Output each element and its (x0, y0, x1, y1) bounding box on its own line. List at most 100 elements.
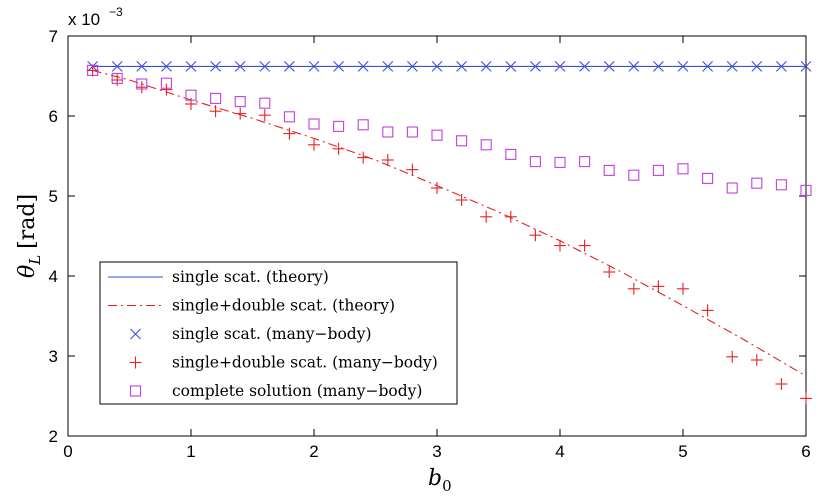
series-4-point (579, 156, 591, 168)
series-3-point (111, 74, 124, 86)
series-4-point (382, 126, 394, 138)
series-2-point (333, 61, 344, 72)
series-3-point (677, 282, 689, 295)
series-4-point (677, 163, 689, 175)
y-axis-title-sub: L (26, 255, 44, 266)
series-2-point (677, 61, 689, 72)
series-4-point (357, 119, 369, 131)
series-3-point (554, 239, 566, 252)
legend: single scat. (theory) single+double scat.… (99, 261, 458, 405)
series-4-point (308, 118, 320, 130)
series-2-point (480, 61, 492, 72)
y-axis-title: θL [rad] (15, 194, 44, 278)
x-tick-label: 1 (186, 442, 195, 461)
series-3-point (652, 280, 665, 293)
y-exponent-label: x 10 (68, 10, 100, 29)
legend-swatch-4 (129, 385, 142, 397)
x-tick-label: 4 (555, 442, 564, 461)
series-2-point (579, 61, 590, 72)
series-3-point (627, 282, 640, 295)
series-2-point (530, 61, 541, 72)
series-3-point (775, 378, 788, 390)
series-4-point (652, 164, 664, 176)
series-4-point (800, 184, 812, 196)
series-3-point (209, 105, 222, 118)
x-axis-title-main: b (428, 466, 442, 491)
series-2-point (111, 61, 123, 72)
series-2-point (284, 61, 295, 72)
series-3-point (529, 229, 542, 242)
series-4-point (259, 97, 271, 109)
series-2-point (726, 61, 738, 72)
series-3-point (283, 127, 296, 140)
series-4-point (234, 96, 246, 108)
series-4-point (136, 78, 148, 90)
legend-label-3: single+double scat. (many−body) (172, 354, 438, 372)
series-3-point (135, 81, 148, 94)
series-2-point (456, 61, 467, 72)
series-2-point (653, 61, 664, 72)
series-3-point (258, 109, 271, 122)
series-3-point (332, 142, 345, 155)
legend-label-0: single scat. (theory) (172, 268, 329, 286)
y-exponent-power: −3 (109, 5, 123, 19)
y-tick-label: 7 (49, 27, 58, 46)
series-2-point (382, 61, 394, 72)
series-2-point (751, 61, 763, 72)
series-3-point (480, 210, 493, 223)
series-2-point (259, 61, 271, 72)
series-3-point (381, 154, 394, 166)
x-axis-title: b0 (428, 466, 452, 495)
series-layer (86, 61, 812, 405)
series-4-point (210, 92, 222, 104)
series-3-point (750, 354, 763, 366)
x-tick-label: 0 (63, 442, 72, 461)
series-3-point (800, 392, 812, 405)
series-4-point (406, 126, 418, 138)
series-4-point (333, 120, 345, 132)
series-4-point (554, 156, 566, 168)
series-2-point (505, 61, 517, 72)
legend-label-2: single scat. (many−body) (172, 325, 372, 343)
series-2-point (308, 61, 320, 72)
series-3-point (578, 239, 591, 252)
series-3-point (357, 151, 370, 164)
series-3-point (431, 182, 443, 194)
series-3-point (455, 194, 468, 206)
series-2-point (800, 61, 812, 72)
series-2-point (234, 61, 246, 72)
legend-label-4: complete solution (many−body) (172, 382, 422, 400)
y-tick-label: 3 (49, 347, 58, 366)
series-4-point (456, 135, 468, 147)
y-tick-label: 2 (49, 427, 58, 446)
x-axis-title-sub: 0 (442, 477, 452, 495)
x-tick-label: 6 (801, 442, 810, 461)
series-4-point (751, 177, 763, 189)
series-2-point (431, 61, 443, 72)
series-4-point (702, 172, 714, 184)
y-tick-label: 4 (49, 267, 58, 286)
series-2-point (702, 61, 713, 72)
series-4-point (628, 169, 640, 181)
series-4-point (111, 72, 123, 84)
y-axis-title-unit: [rad] (15, 194, 40, 249)
series-4-point (480, 139, 492, 151)
series-3-point (701, 304, 714, 317)
series-4-point (529, 156, 541, 168)
series-3-point (504, 210, 517, 223)
series-2-point (628, 61, 640, 72)
axis-ticks: 0 1 2 3 4 5 6 2 3 4 5 6 7 (49, 27, 811, 461)
series-2-point (603, 61, 615, 72)
series-3-point (234, 107, 247, 120)
legend-swatch-3 (129, 356, 142, 369)
y-axis-title-main: θ (15, 265, 40, 278)
legend-label-1: single+double scat. (theory) (172, 297, 395, 315)
series-4-point (775, 179, 787, 191)
series-2-point (136, 61, 148, 72)
legend-swatch-2 (130, 328, 141, 340)
series-4-point (185, 89, 197, 101)
series-2-point (210, 61, 221, 72)
series-3-point (86, 64, 99, 77)
series-2-point (407, 61, 418, 72)
series-4-point (603, 164, 615, 176)
